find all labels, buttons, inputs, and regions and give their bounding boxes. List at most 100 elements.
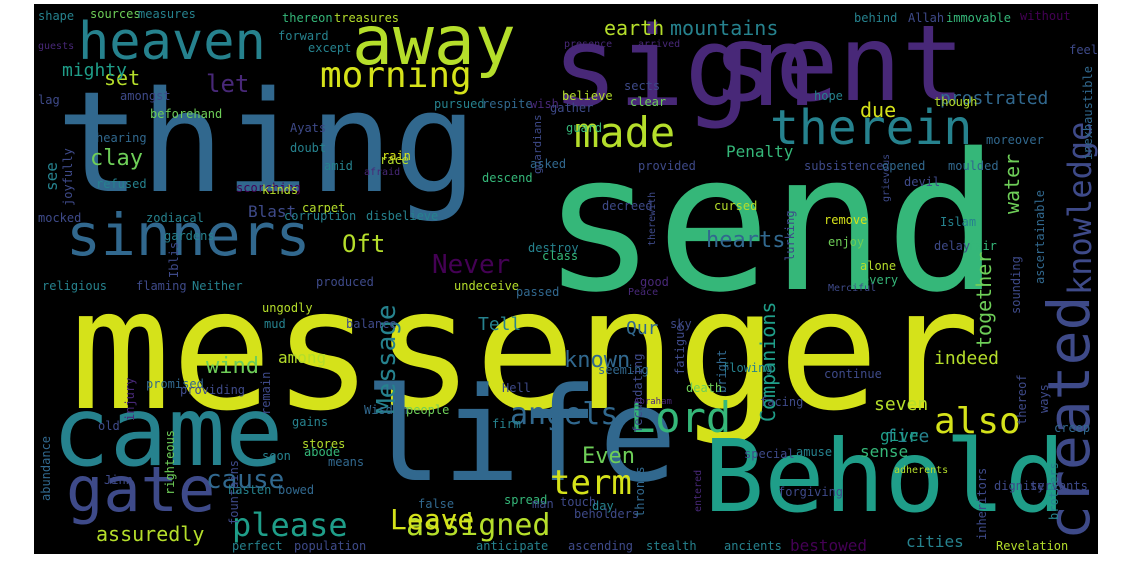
word-balance: balance: [346, 317, 397, 331]
word-sounding: sounding: [1009, 256, 1023, 314]
word-known: known: [564, 348, 631, 373]
word-gardens: gardens: [164, 229, 215, 243]
word-clear: clear: [630, 95, 667, 109]
word-religious: religious: [42, 279, 108, 293]
word-water: water: [1000, 154, 1024, 215]
word-iblis: Iblis: [167, 242, 181, 279]
word-presence: presence: [564, 39, 613, 50]
word-soon: soon: [262, 449, 291, 463]
word-righteous: righteous: [163, 430, 177, 496]
word-pursued: pursued: [434, 97, 485, 111]
word-set: set: [104, 66, 141, 90]
word-servants: servants: [1030, 479, 1088, 493]
word-dignity: dignity: [994, 479, 1045, 493]
word-guard: guard: [566, 121, 603, 135]
word-moreover: moreover: [986, 133, 1044, 147]
word-sign: sign: [552, 4, 817, 131]
word-see: see: [42, 162, 61, 191]
word-passed: passed: [516, 285, 560, 299]
word-treasures: treasures: [334, 11, 400, 25]
word-due: due: [860, 98, 897, 122]
word-hearts: hearts: [706, 228, 786, 253]
word-seven: seven: [874, 394, 929, 415]
word-leave: Leave: [390, 503, 475, 536]
word-messenger: messenger: [70, 252, 981, 448]
word-prostrated: prostrated: [940, 88, 1049, 109]
word-merciful: Merciful: [828, 283, 877, 294]
word-send: send: [542, 113, 1000, 334]
word-angels: angels: [510, 397, 619, 432]
word-wish: wish: [530, 97, 559, 111]
word-beholders: beholders: [574, 507, 640, 521]
word-fecundating: fecundating: [631, 354, 645, 434]
word-therein: therein: [770, 100, 973, 156]
word-promised: promised: [146, 377, 204, 391]
word-believe: believe: [562, 89, 613, 103]
word-fatigue: fatigue: [673, 324, 687, 375]
word-mountains: mountains: [670, 16, 779, 40]
word-good: good: [640, 275, 669, 289]
word-facing: facing: [760, 395, 804, 409]
word-jinn: Jinn: [104, 473, 133, 487]
word-refused: refused: [96, 177, 147, 191]
word-beforehand: beforehand: [150, 107, 223, 121]
word-ayats: Ayats: [290, 121, 327, 135]
word-flaming: flaming: [136, 279, 187, 293]
word-ascending: ascending: [568, 539, 634, 553]
word-every: every: [862, 273, 899, 287]
word-away: away: [352, 4, 516, 81]
word-race: race: [380, 153, 409, 167]
word-immovable: immovable: [946, 11, 1012, 25]
word-ascertainable: ascertainable: [1033, 190, 1047, 284]
word-clay: clay: [90, 146, 143, 171]
word-cursed: cursed: [714, 199, 758, 213]
word-blast: Blast: [248, 202, 297, 221]
word-feel: feel: [1069, 43, 1098, 57]
word-afraid: afraid: [364, 167, 401, 178]
word-hearing: hearing: [96, 131, 147, 145]
word-means: means: [328, 455, 365, 469]
word-lord: Lord: [630, 393, 732, 442]
word-flowing: flowing: [722, 361, 773, 375]
word-though: though: [934, 95, 978, 109]
word-thrones: thrones: [633, 466, 647, 517]
word-please: please: [232, 506, 348, 544]
word-continue: continue: [824, 367, 882, 381]
word-give: give: [880, 426, 919, 445]
word-provided: provided: [638, 159, 696, 173]
word-also: also: [934, 401, 1021, 442]
word-never: Never: [432, 250, 511, 280]
word-gather: gather: [550, 101, 594, 115]
word-even: Even: [582, 444, 635, 469]
word-indeed: indeed: [934, 348, 1000, 369]
word-gate: gate: [66, 453, 216, 526]
word-respite: respite: [482, 97, 533, 111]
word-shape: shape: [38, 9, 75, 23]
word-without: without: [1020, 9, 1071, 23]
word-behold: Behold: [704, 418, 1066, 535]
word-ancients: ancients: [724, 539, 782, 553]
word-peace: Peace: [628, 287, 659, 298]
word-bestowed: bestowed: [790, 536, 868, 554]
word-day: day: [592, 499, 614, 513]
word-stores: stores: [302, 437, 346, 451]
word-opened: opened: [882, 159, 926, 173]
word-therewith: therewith: [647, 192, 658, 247]
word-ungodly: ungodly: [262, 301, 313, 315]
word-sects: sects: [624, 79, 661, 93]
word-enjoy: enjoy: [828, 235, 865, 249]
word-scorching: scorching: [236, 181, 302, 195]
word-undeceive: undeceive: [454, 279, 520, 293]
word-rain: rain: [382, 149, 411, 163]
word-kinds: kinds: [262, 183, 299, 197]
word-fair: fair: [968, 239, 997, 253]
word-hell: Hell: [502, 381, 531, 395]
word-sense: sense: [860, 442, 909, 461]
word-made: made: [574, 108, 676, 157]
word-among: among: [278, 348, 327, 367]
word-islam: Islam: [940, 215, 977, 229]
word-neither: Neither: [192, 279, 243, 293]
word-fire: fire: [886, 426, 930, 447]
word-mighty: mighty: [62, 60, 128, 81]
word-amid: amid: [324, 159, 353, 173]
